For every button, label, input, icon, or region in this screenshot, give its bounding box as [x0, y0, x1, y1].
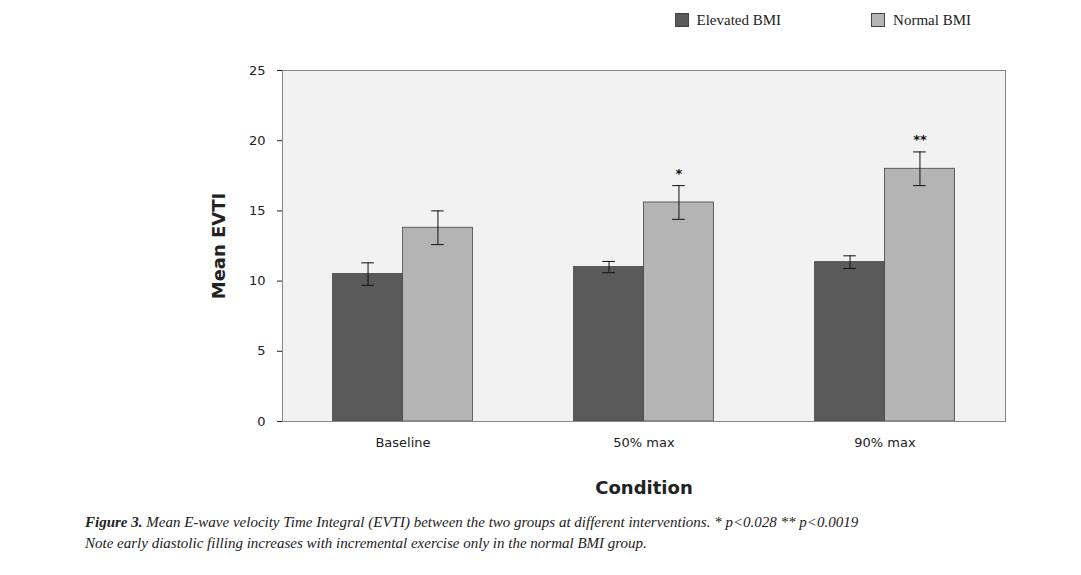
html-text:Elevated BMI: Elevated BMI — [696, 11, 782, 28]
html-text:Note early diastolic filling i: Note early diastolic filling increases w… — [85, 535, 647, 551]
svg-text:5: 5 — [257, 343, 265, 358]
svg-text:Condition: Condition — [595, 477, 692, 498]
svg-text:15: 15 — [249, 203, 266, 218]
html-text:Normal BMI: Normal BMI — [893, 11, 971, 28]
svg-text:**: ** — [913, 132, 927, 147]
svg-text:*: * — [676, 166, 683, 181]
svg-text:50% max: 50% max — [613, 435, 675, 450]
svg-text:10: 10 — [249, 273, 266, 288]
svg-text:0: 0 — [257, 414, 265, 429]
svg-text:25: 25 — [249, 63, 266, 78]
svg-text:90% max: 90% max — [854, 435, 916, 450]
svg-text:20: 20 — [249, 133, 266, 148]
svg-text:Baseline: Baseline — [375, 435, 430, 450]
html-text:Figure 3. Mean E-wave velocity: Figure 3. Mean E-wave velocity Time Inte… — [85, 514, 859, 530]
svg-text:Mean EVTI: Mean EVTI — [208, 193, 229, 300]
